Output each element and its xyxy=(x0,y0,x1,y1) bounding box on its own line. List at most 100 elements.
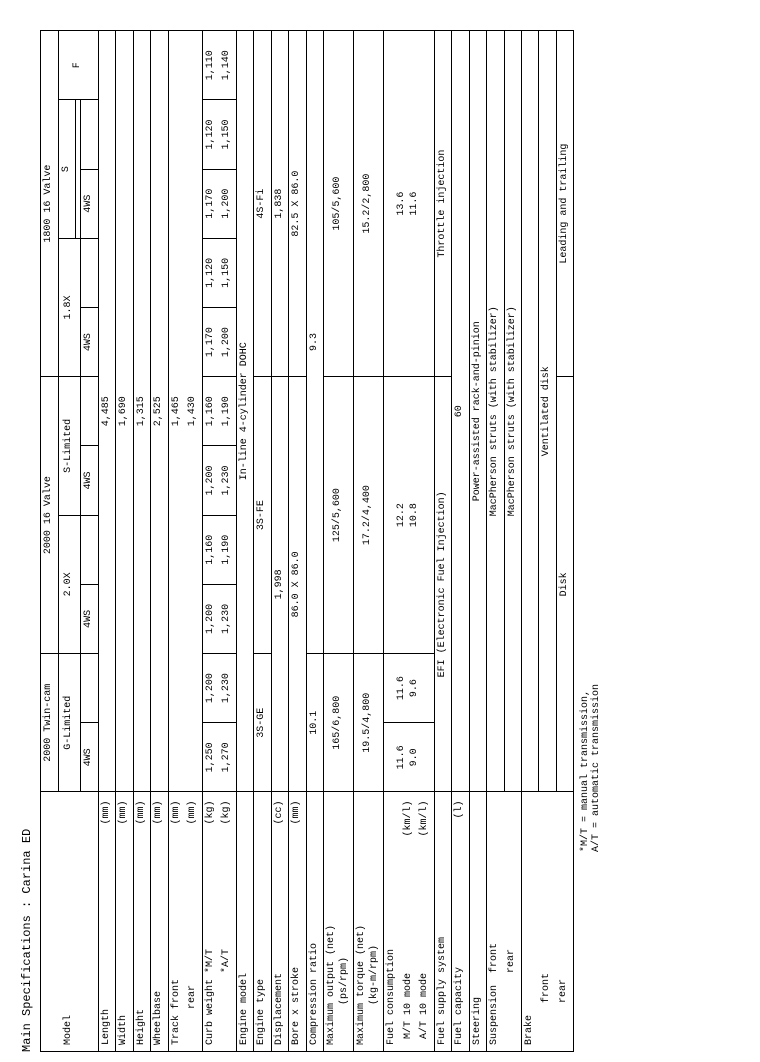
val-height: 1,315 xyxy=(133,31,151,792)
cw-at-3: 1,190 xyxy=(219,515,236,584)
cw-mt-4: 1,200 xyxy=(202,446,219,515)
sub-4ws-5: 4WS xyxy=(81,169,99,238)
label-brake-rear: Brake rear xyxy=(556,792,574,1052)
label-fuel-capacity: Fuel capacity(l) xyxy=(452,792,470,1052)
label-fuel-supply: Fuel supply system xyxy=(434,792,452,1052)
label-track-front: Track front(mm) xyxy=(168,792,185,1052)
fc-1: 11.69.6 xyxy=(384,654,435,723)
val-width: 1,690 xyxy=(116,31,134,792)
trim-g-limited: G-Limited xyxy=(58,654,81,792)
hdr-1800-16v: 1800 16 Valve xyxy=(41,31,59,377)
label-max-output: Maximum output (net)(ps/rpm) xyxy=(324,792,354,1052)
val-disp-1998: 1,998 xyxy=(271,377,289,792)
val-engine-model: In-line 4-cylinder DOHC xyxy=(236,31,254,792)
label-fuel-mt: M/T 10 mode(km/l) xyxy=(401,792,418,1052)
label-susp-front: Suspension front xyxy=(487,792,505,1052)
footnote: *M/T = manual transmission, A/T = automa… xyxy=(580,30,602,852)
val-susp-rear: MacPherson struts (with stabilizer) xyxy=(504,31,522,792)
val-wheelbase: 2,525 xyxy=(151,31,169,792)
sub-blank-1 xyxy=(81,654,99,723)
cw-mt-7: 1,120 xyxy=(202,238,219,307)
val-susp-front: MacPherson struts (with stabilizer) xyxy=(487,31,505,792)
label-steering: Steering xyxy=(469,792,487,1052)
label-susp-rear: Suspension rear xyxy=(504,792,522,1052)
cw-at-8: 1,200 xyxy=(219,169,236,238)
cw-mt-10: 1,110 xyxy=(202,31,219,100)
cw-at-0: 1,270 xyxy=(219,723,236,792)
val-mt-152: 15.2/2,800 xyxy=(354,31,384,377)
trim-f: F xyxy=(58,31,98,100)
trim-s-limited: S-Limited xyxy=(58,377,81,515)
cw-mt-3: 1,160 xyxy=(202,515,219,584)
label-bore-stroke: Bore x stroke(mm) xyxy=(289,792,307,1052)
fc-mt-0: 11.69.0 xyxy=(384,723,435,792)
label-model: Model xyxy=(41,792,99,1052)
label-fuel-cons: Fuel consumption xyxy=(384,792,401,1052)
label-length: Length(mm) xyxy=(98,792,116,1052)
val-mo-165: 165/6,800 xyxy=(324,654,354,792)
cw-at-2: 1,230 xyxy=(219,584,236,653)
val-length: 4,485 xyxy=(98,31,116,792)
label-max-torque: Maximum torque (net)(kg-m/rpm) xyxy=(354,792,384,1052)
val-bs-86: 86.0 X 86.0 xyxy=(289,377,307,792)
sub-blank-2 xyxy=(81,515,99,584)
label-fuel-at: A/T 10 mode(km/l) xyxy=(417,792,434,1052)
sub-4ws-1: 4WS xyxy=(81,723,99,792)
label-compression: Compression ratio xyxy=(306,792,324,1052)
cw-mt-5: 1,160 xyxy=(202,377,219,446)
sub-4ws-4: 4WS xyxy=(81,307,99,376)
sub-blank-3 xyxy=(81,377,99,446)
cw-mt-8: 1,170 xyxy=(202,169,219,238)
cw-at-5: 1,190 xyxy=(219,377,236,446)
cw-mt-9: 1,120 xyxy=(202,100,219,169)
label-curb-at: Curb weight *A/T(kg) xyxy=(219,792,236,1052)
label-engine-model: Engine model xyxy=(236,792,254,1052)
label-curb-weight: Curb weight *M/T(kg) xyxy=(202,792,219,1052)
val-cr-93: 9.3 xyxy=(306,31,324,654)
label-displacement: Displacement(cc) xyxy=(271,792,289,1052)
sub-4ws-3: 4WS xyxy=(81,446,99,515)
cw-mt-2: 1,200 xyxy=(202,584,219,653)
label-brake-front: Brake front xyxy=(539,792,557,1052)
label-brake: Brake xyxy=(522,792,539,1052)
label-track-rear: Track rear(mm) xyxy=(185,792,202,1052)
val-mt-195: 19.5/4,800 xyxy=(354,654,384,792)
trim-s: S xyxy=(58,100,76,238)
val-et-fi: 4S-Fi xyxy=(254,31,272,377)
val-steering: Power-assisted rack-and-pinion xyxy=(469,31,487,792)
trim-2-0x: 2.0X xyxy=(58,515,81,653)
val-fuel-capacity: 60 xyxy=(452,31,470,792)
sub-4ws-2: 4WS xyxy=(81,584,99,653)
val-disp-1838: 1,838 xyxy=(271,31,289,377)
cw-at-1: 1,230 xyxy=(219,654,236,723)
val-mo-105: 105/5,600 xyxy=(324,31,354,377)
sub-blank-4 xyxy=(81,238,99,307)
val-fs-throttle: Throttle injection xyxy=(434,31,452,377)
cw-mt-6: 1,170 xyxy=(202,307,219,376)
label-engine-type: Engine type xyxy=(254,792,272,1052)
cw-at-10: 1,140 xyxy=(219,31,236,100)
label-wheelbase: Wheelbase(mm) xyxy=(151,792,169,1052)
cw-at-7: 1,150 xyxy=(219,238,236,307)
trim-1-8x: 1.8X xyxy=(58,238,81,376)
label-height: Height(mm) xyxy=(133,792,151,1052)
val-et-ge: 3S-GE xyxy=(254,654,272,792)
cw-at-9: 1,150 xyxy=(219,100,236,169)
val-fs-efi: EFI (Electronic Fuel Injection) xyxy=(434,377,452,792)
val-track-front: 1,465 xyxy=(168,31,185,792)
val-bs-825: 82.5 X 86.0 xyxy=(289,31,307,377)
val-brake-blank xyxy=(522,31,539,792)
cw-mt-0: 1,250 xyxy=(202,723,219,792)
val-brake-leading: Leading and trailing xyxy=(556,31,574,377)
cw-mt-1: 1,200 xyxy=(202,654,219,723)
val-brake-disk: Disk xyxy=(556,377,574,792)
spec-table: Model 2000 Twin-cam 2000 16 Valve 1800 1… xyxy=(40,30,574,1052)
hdr-2000-16v: 2000 16 Valve xyxy=(41,377,59,654)
val-brake-front: Ventilated disk xyxy=(539,31,557,792)
fc-3: 13.611.6 xyxy=(384,31,435,377)
hdr-2000-twincam: 2000 Twin-cam xyxy=(41,654,59,792)
label-width: Width(mm) xyxy=(116,792,134,1052)
val-cr-101: 10.1 xyxy=(306,654,324,792)
val-mt-172: 17.2/4,400 xyxy=(354,377,384,654)
val-mo-125: 125/5,600 xyxy=(324,377,354,654)
